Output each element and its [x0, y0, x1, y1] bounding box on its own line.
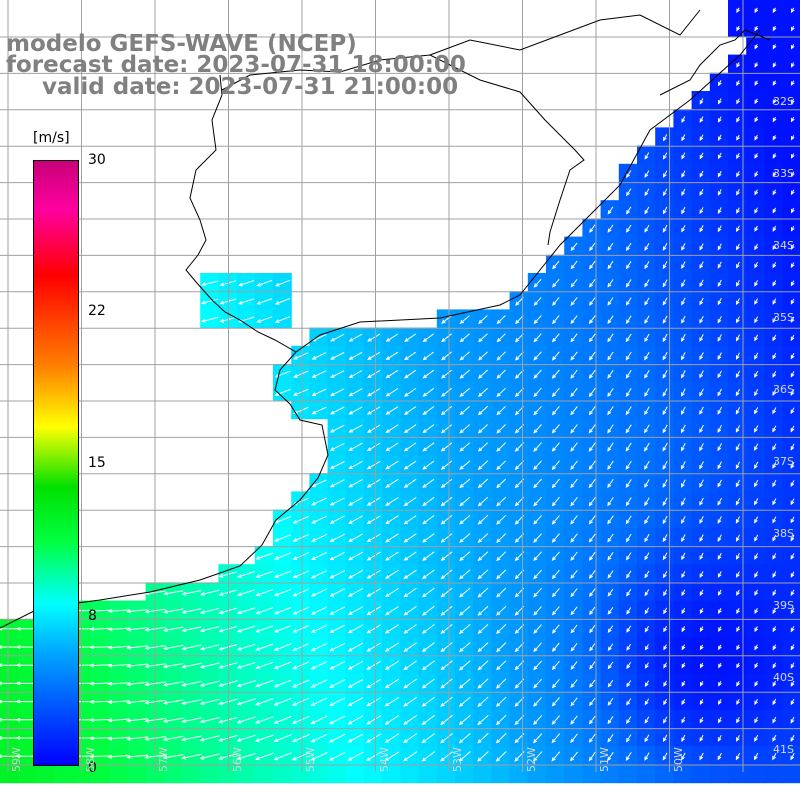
colorbar-tick-15: 15 [88, 455, 106, 471]
coastline [0, 9, 771, 629]
lat-label: 36S [773, 383, 794, 396]
lon-label: 55W [304, 747, 317, 772]
lagoon-line [659, 29, 771, 96]
lon-label: 53W [451, 747, 464, 772]
lon-label: 56W [230, 747, 244, 772]
colorbar-tick-22: 22 [88, 303, 106, 319]
colorbar-unit: [m/s] [33, 130, 70, 146]
border-line [221, 54, 585, 246]
lon-label: 59W [10, 747, 23, 772]
model-title: modelo GEFS-WAVE (NCEP) [6, 31, 357, 57]
lat-label: 35S [773, 311, 794, 324]
colorbar [33, 160, 79, 766]
coastline-rio-de-la-plata [185, 74, 297, 353]
lat-label: 39S [773, 599, 794, 612]
lon-label: 51W [598, 747, 611, 772]
coastline-brazil-uruguay [0, 29, 761, 629]
lat-label: 32S [773, 95, 794, 108]
colorbar-tick-8: 8 [88, 608, 97, 624]
border-line-north [429, 9, 701, 56]
lat-label: 37S [773, 455, 794, 468]
lat-lon-grid [0, 0, 800, 772]
colorbar-tick-30: 30 [88, 152, 106, 168]
lat-label: 38S [773, 527, 794, 540]
lat-label: 34S [773, 239, 794, 252]
lat-label: 40S [773, 671, 794, 684]
lon-label: 58W [83, 747, 97, 772]
lon-label: 57W [157, 747, 170, 772]
lon-label: 54W [377, 747, 391, 772]
forecast-date: forecast date: 2023-07-31 18:00:00 [6, 52, 466, 78]
lat-label: 33S [773, 167, 794, 180]
valid-date: valid date: 2023-07-31 21:00:00 [42, 74, 459, 100]
colorbar-tick-0: 0 [88, 760, 97, 776]
lon-label: 50W [671, 747, 685, 772]
lon-label: 52W [524, 747, 538, 772]
lat-label: 41S [773, 743, 794, 756]
wind-vectors [0, 7, 795, 762]
